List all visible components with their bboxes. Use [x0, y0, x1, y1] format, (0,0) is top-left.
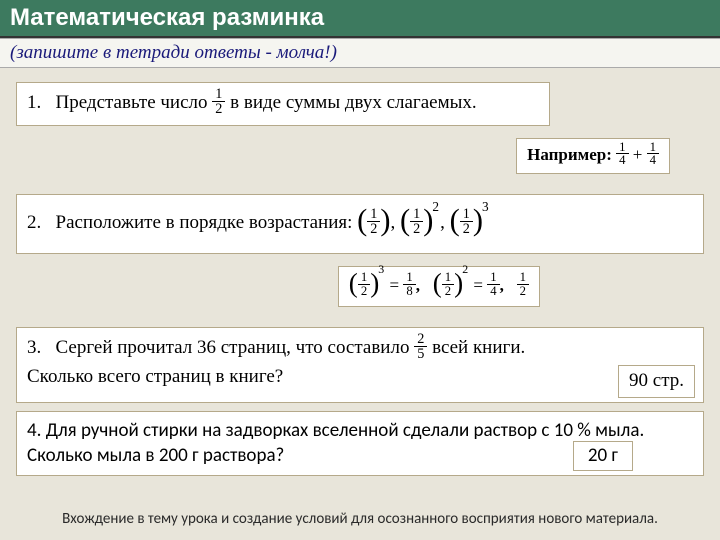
task2-num: 2. — [27, 212, 41, 233]
example-1: Например: 1 4 + 1 4 — [516, 138, 670, 175]
plus: + — [633, 145, 643, 164]
frac-den: 2 — [442, 285, 454, 298]
frac-den: 4 — [647, 154, 659, 167]
exp: 2 — [432, 199, 439, 214]
frac-num: 1 — [358, 271, 370, 285]
example1-frac-b: 1 4 — [647, 141, 659, 168]
task3-num: 3. — [27, 337, 41, 358]
task3-line1-after: всей книги. — [432, 337, 525, 358]
frac-den: 2 — [367, 222, 380, 236]
comma: , — [500, 275, 504, 294]
frac-num: 1 — [487, 271, 499, 285]
task-1: 1. Представьте число 1 2 в виде суммы дв… — [16, 82, 550, 126]
task3-line2: Сколько всего страниц в книге? — [27, 366, 283, 387]
comma: , — [391, 212, 396, 233]
task1-num: 1. — [27, 92, 41, 113]
task3-line1-before: Сергей прочитал 36 страниц, что составил… — [56, 337, 410, 358]
task4-answer: 20 г — [573, 441, 633, 471]
task-2: 2. Расположите в порядке возрастания: 1 … — [16, 194, 704, 254]
ex2-c: 1 2 — [517, 271, 529, 298]
task-3: 3. Сергей прочитал 36 страниц, что соста… — [16, 327, 704, 403]
task1-after: в виде суммы двух слагаемых. — [230, 92, 477, 113]
task2-term2: 1 2 — [400, 201, 433, 247]
frac-num: 1 — [616, 141, 628, 155]
frac-num: 1 — [517, 271, 529, 285]
comma: , — [416, 275, 420, 294]
example1-label: Например: — [527, 145, 612, 164]
eq: = — [473, 275, 483, 294]
frac-num: 1 — [460, 207, 473, 222]
subtitle: (запишите в тетради ответы - молча!) — [0, 38, 720, 68]
task4-text: 4. Для ручной стирки на задворках вселен… — [27, 419, 644, 468]
frac-num: 1 — [442, 271, 454, 285]
frac-den: 8 — [403, 285, 415, 298]
frac-den: 2 — [410, 222, 423, 236]
frac-den: 4 — [616, 154, 628, 167]
task3-frac: 2 5 — [414, 332, 427, 362]
task3-answer: 90 стр. — [618, 365, 695, 398]
task1-before: Представьте число — [56, 92, 208, 113]
frac-den: 2 — [358, 285, 370, 298]
ex2-r1: 1 8 — [403, 271, 415, 298]
frac-den: 4 — [487, 285, 499, 298]
frac-num: 1 — [647, 141, 659, 155]
frac-num: 1 — [403, 271, 415, 285]
task2-text: Расположите в порядке возрастания: — [56, 212, 353, 233]
frac-den: 2 — [460, 222, 473, 236]
frac-num: 1 — [410, 207, 423, 222]
title-bar: Математическая разминка — [0, 0, 720, 38]
ex2-a: 1 2 — [349, 271, 380, 302]
ex2-r2: 1 4 — [487, 271, 499, 298]
frac-den: 5 — [414, 347, 427, 361]
frac-num: 1 — [212, 87, 225, 102]
task2-term1: 1 2 — [357, 201, 390, 247]
ex2-b: 1 2 — [433, 271, 464, 302]
task2-term3: 1 2 — [450, 201, 483, 247]
footer-note: Вхождение в тему урока и создание услови… — [0, 510, 720, 528]
frac-den: 2 — [517, 285, 529, 298]
frac-num: 2 — [414, 332, 427, 347]
task-4: 4. Для ручной стирки на задворках вселен… — [16, 411, 704, 476]
comma: , — [440, 212, 445, 233]
example-2: 1 2 3 = 1 8 , 1 2 2 = 1 4 , 1 2 — [338, 266, 540, 307]
eq: = — [389, 275, 399, 294]
exp: 3 — [482, 199, 489, 214]
frac-num: 1 — [367, 207, 380, 222]
task1-fraction: 1 2 — [212, 87, 225, 117]
frac-den: 2 — [212, 102, 225, 116]
example1-frac-a: 1 4 — [616, 141, 628, 168]
exp: 3 — [378, 262, 384, 276]
exp: 2 — [462, 262, 468, 276]
